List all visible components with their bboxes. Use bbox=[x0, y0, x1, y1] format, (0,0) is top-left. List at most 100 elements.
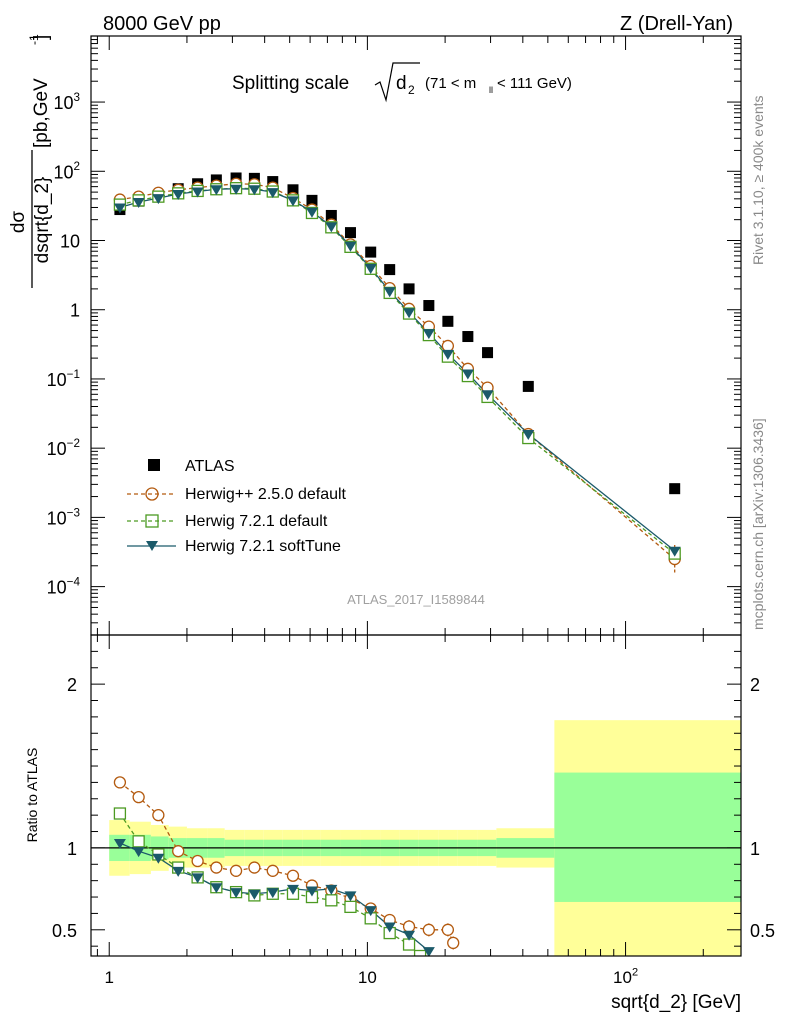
point-softtune bbox=[248, 185, 261, 196]
ratio-point-softtune bbox=[230, 888, 243, 899]
ratio-point-herwigpp bbox=[132, 790, 145, 804]
point-atlas bbox=[482, 347, 494, 359]
ratio-point-herwigpp bbox=[441, 923, 455, 936]
y-tick-label: 10−4 bbox=[47, 576, 81, 598]
ratio-point-herwigpp bbox=[266, 864, 279, 877]
point-softtune bbox=[441, 349, 454, 360]
legend-marker-atlas bbox=[148, 459, 160, 471]
ratio-y-tick-label: 0.5 bbox=[52, 921, 77, 941]
x-tick-label: 10 bbox=[358, 968, 377, 987]
main-plot-area bbox=[113, 172, 681, 573]
ratio-point-softtune bbox=[210, 883, 223, 894]
point-atlas bbox=[325, 209, 337, 221]
ratio-y-tick-label-right: 1 bbox=[750, 839, 760, 859]
point-softtune bbox=[522, 430, 535, 441]
ratio-point-softtune bbox=[248, 889, 261, 900]
ratio-point-herwig721 bbox=[325, 894, 338, 907]
ratio-point-herwigpp bbox=[229, 864, 243, 877]
point-herwigpp bbox=[441, 339, 455, 353]
ratio-point-softtune bbox=[403, 930, 416, 941]
point-softtune bbox=[668, 546, 681, 557]
point-atlas bbox=[669, 483, 681, 495]
main-title-text: Splitting scale bbox=[232, 73, 349, 94]
point-atlas bbox=[522, 380, 534, 392]
legend-label-atlas: ATLAS bbox=[185, 458, 235, 475]
ratio-axis-ticks: 1 10 102 0.5 0.5 1 1 2 2 bbox=[52, 635, 775, 987]
main-title-range-sub: ll bbox=[489, 85, 493, 95]
line-herwigpp bbox=[119, 183, 676, 560]
ylabel-unit-sup: -1 bbox=[27, 34, 41, 45]
point-softtune bbox=[152, 194, 165, 205]
point-softtune bbox=[403, 308, 416, 319]
main-title-range-end: < 111 GeV) bbox=[497, 75, 572, 92]
point-softtune bbox=[364, 264, 377, 275]
ratio-point-herwigpp bbox=[191, 854, 204, 868]
point-softtune bbox=[210, 185, 223, 196]
ratio-point-herwig721 bbox=[344, 900, 357, 914]
legend-label-herwig721: Herwig 7.2.1 default bbox=[185, 513, 328, 530]
point-softtune bbox=[286, 196, 299, 207]
x-tick-label: 1 bbox=[104, 968, 113, 987]
y-tick-label: 102 bbox=[53, 160, 80, 182]
legend: ATLAS Herwig++ 2.5.0 default Herwig 7.2.… bbox=[127, 458, 347, 555]
point-softtune bbox=[461, 369, 474, 380]
analysis-watermark: ATLAS_2017_I1589844 bbox=[347, 592, 485, 607]
x-tick-label: 102 bbox=[613, 966, 638, 987]
line-herwig721 bbox=[119, 187, 676, 555]
ratio-point-softtune bbox=[383, 922, 396, 933]
ylabel-unit-end: ] bbox=[31, 35, 52, 40]
point-softtune bbox=[230, 184, 243, 195]
point-softtune bbox=[383, 287, 396, 298]
point-atlas bbox=[423, 300, 435, 312]
ratio-point-herwigpp bbox=[210, 861, 223, 874]
y-tick-label: 103 bbox=[53, 91, 80, 113]
ratio-line-herwig721 bbox=[119, 813, 421, 956]
point-atlas bbox=[442, 315, 454, 327]
ratio-point-herwigpp bbox=[248, 861, 261, 874]
ratio-point-herwigpp bbox=[422, 923, 435, 936]
ratio-point-herwigpp bbox=[447, 936, 460, 950]
ratio-ylabel: Ratio to ATLAS bbox=[24, 748, 40, 843]
ratio-point-herwigpp bbox=[172, 845, 185, 858]
ratio-point-softtune bbox=[266, 888, 279, 899]
point-softtune bbox=[422, 329, 435, 340]
ratio-point-herwigpp bbox=[113, 776, 127, 789]
point-softtune bbox=[132, 197, 145, 208]
y-tick-label: 1 bbox=[70, 301, 80, 321]
y-tick-label: 10−2 bbox=[47, 437, 80, 459]
ratio-band-inner bbox=[554, 772, 741, 902]
legend-marker-softtune bbox=[146, 541, 158, 551]
header-left: 8000 GeV pp bbox=[103, 13, 221, 35]
ratio-point-softtune bbox=[364, 906, 377, 917]
ylabel-unit: [pb,GeV bbox=[31, 78, 52, 148]
point-atlas bbox=[384, 264, 396, 276]
ratio-point-herwigpp bbox=[286, 869, 300, 882]
ratio-plot-area bbox=[113, 776, 460, 956]
main-title-range: (71 < m bbox=[425, 75, 476, 92]
y-tick-label: 10−3 bbox=[47, 506, 80, 528]
main-title-symbol: d bbox=[396, 73, 407, 94]
point-softtune bbox=[172, 189, 185, 200]
ratio-y-tick-label: 2 bbox=[67, 675, 77, 695]
line-softtune bbox=[119, 188, 676, 552]
ratio-point-softtune bbox=[191, 873, 204, 884]
legend-label-softtune: Herwig 7.2.1 softTune bbox=[185, 538, 341, 555]
y-tick-label: 10−1 bbox=[47, 368, 80, 390]
ratio-y-tick-label-right: 2 bbox=[750, 675, 760, 695]
ratio-point-herwigpp bbox=[402, 920, 416, 933]
header-right: Z (Drell-Yan) bbox=[620, 13, 733, 35]
rivet-label: Rivet 3.1.10, ≥ 400k events bbox=[750, 95, 766, 265]
ratio-point-softtune bbox=[152, 853, 165, 864]
ratio-uncertainty-bands bbox=[91, 720, 741, 956]
ratio-point-softtune bbox=[422, 947, 435, 956]
point-softtune bbox=[325, 222, 338, 233]
point-atlas bbox=[287, 184, 299, 196]
point-softtune bbox=[113, 203, 126, 214]
point-atlas bbox=[462, 331, 474, 343]
ratio-point-herwig721 bbox=[113, 807, 127, 820]
ylabel-denominator: dsqrt{d_2} bbox=[32, 177, 53, 264]
ratio-xlabel: sqrt{d_2} [GeV] bbox=[611, 992, 741, 1013]
main-ylabel: dσ dsqrt{d_2} [pb,GeV -1 ] bbox=[8, 34, 53, 288]
main-title: Splitting scale d 2 (71 < m ll < 111 GeV… bbox=[232, 62, 572, 103]
